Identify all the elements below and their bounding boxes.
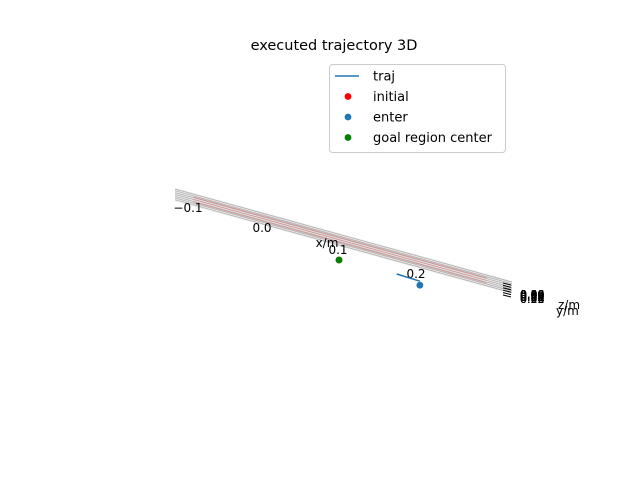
legend-label: initial	[373, 90, 409, 105]
point-enter	[416, 281, 424, 289]
yz-tick-label: 0.20	[520, 291, 545, 304]
grid-line	[174, 197, 513, 292]
tick-mark	[502, 287, 512, 291]
axis-panes	[174, 188, 513, 294]
x-tick-labels: −0.1 0.0 0.1 0.2	[173, 201, 425, 281]
yz-tick-label: 0.16	[520, 288, 545, 301]
data-series	[335, 256, 424, 289]
x-axis-label: x/m	[316, 236, 339, 250]
yz-tick-labels: 0.000.020.040.060.080.100.120.140.160.18…	[502, 282, 545, 306]
y-axis-label: y/m	[556, 304, 579, 318]
yz-tick-label: 0.40	[520, 288, 545, 301]
yz-tick-label: 0.06	[520, 293, 545, 306]
tick-mark	[502, 294, 512, 298]
yz-tick-label: 0.08	[520, 288, 545, 301]
point-goal-region-center	[335, 256, 343, 264]
z-axis-label: z/m	[558, 298, 580, 312]
x-tick-label: 0.0	[252, 221, 271, 235]
legend-label: enter	[373, 111, 408, 126]
tick-mark	[502, 289, 512, 293]
yz-tick-label: 0.18	[520, 290, 545, 303]
grid-line	[174, 188, 513, 283]
yz-tick-label: 0.04	[520, 291, 545, 304]
legend-swatch-dot	[344, 93, 352, 100]
tick-mark	[502, 292, 512, 296]
grid-line	[174, 199, 513, 294]
axis-edge-line	[193, 201, 487, 284]
chart-title: executed trajectory 3D	[251, 38, 418, 54]
tick-mark	[502, 282, 512, 286]
legend-swatch-dot	[344, 134, 352, 141]
legend-label: traj	[373, 70, 395, 85]
yz-tick-label: 0.50	[520, 290, 545, 303]
x-tick-label: 0.1	[328, 243, 347, 257]
x-tick-label: −0.1	[173, 201, 202, 215]
legend-entries: traj initial enter goal region center	[335, 70, 493, 146]
yz-tick-label: 0.00	[520, 288, 545, 301]
yz-tick-label: 0.02	[520, 290, 545, 303]
axis-edge-line	[193, 196, 487, 279]
yz-tick-label: 0.10	[520, 290, 545, 303]
yz-tick-label: 0.12	[520, 291, 545, 304]
legend-swatch-dot	[344, 113, 352, 121]
series-line-traj	[396, 273, 421, 282]
yz-tick-label: 0.14	[520, 293, 545, 306]
x-tick-label: 0.2	[406, 267, 425, 281]
legend-label: goal region center	[373, 131, 493, 146]
legend: traj initial enter goal region center	[329, 64, 506, 153]
axis-edge-line	[193, 199, 487, 281]
tick-mark	[502, 284, 512, 288]
grid-line	[174, 190, 513, 285]
legend-frame	[329, 64, 506, 153]
grid-line	[174, 192, 513, 286]
grid-line	[174, 195, 513, 290]
yz-tick-label: 0.22	[520, 293, 545, 306]
